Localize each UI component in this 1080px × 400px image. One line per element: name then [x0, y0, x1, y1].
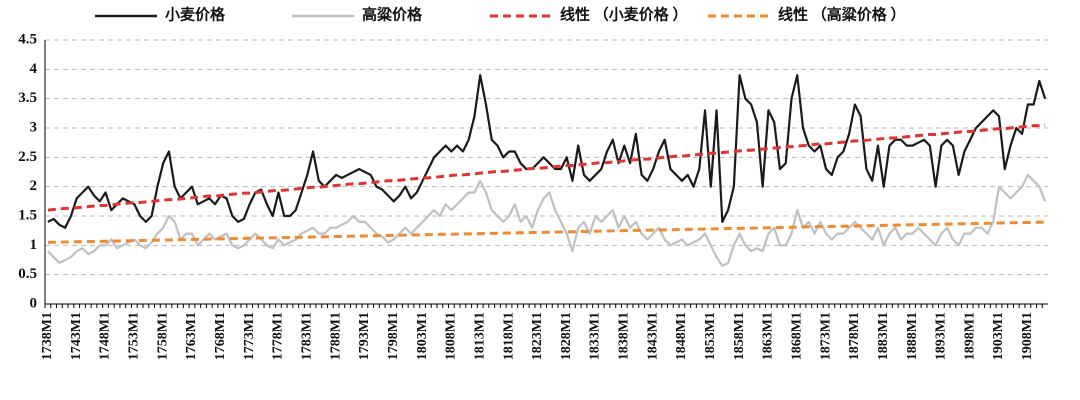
x-tick-label: 1773M1 — [242, 312, 257, 360]
x-tick-label: 1808M1 — [444, 312, 459, 360]
y-tick-label: 2 — [30, 178, 38, 194]
series-line — [47, 220, 1046, 244]
y-tick-label: 4 — [30, 61, 38, 77]
x-tick-label: 1898M1 — [962, 312, 977, 360]
x-tick-label: 1848M1 — [674, 312, 689, 360]
x-tick-label: 1838M1 — [617, 312, 632, 360]
y-tick-label: 4.5 — [18, 31, 37, 47]
x-tick-label: 1863M1 — [761, 312, 776, 360]
x-tick-label: 1853M1 — [703, 312, 718, 360]
x-tick-label: 1903M1 — [991, 312, 1006, 360]
x-tick-label: 1783M1 — [299, 312, 314, 360]
x-tick-label: 1818M1 — [501, 312, 516, 360]
y-tick-label: 1 — [30, 237, 38, 253]
y-tick-label: 2.5 — [18, 149, 37, 165]
legend-label: 小麦价格 — [165, 5, 226, 23]
x-tick-label: 1858M1 — [732, 312, 747, 360]
x-tick-label: 1753M1 — [127, 312, 142, 360]
x-tick-label: 1763M1 — [184, 312, 199, 360]
x-tick-label: 1793M1 — [357, 312, 372, 360]
y-tick-label: 3.5 — [18, 90, 37, 106]
y-tick-label: 3 — [30, 119, 38, 135]
x-tick-label: 1743M1 — [69, 312, 84, 360]
legend-label: 线性 （小麦价格 ） — [560, 5, 688, 23]
x-tick-label: 1803M1 — [415, 312, 430, 360]
y-tick-label: 0.5 — [18, 266, 37, 282]
x-tick-label: 1828M1 — [559, 312, 574, 360]
x-tick-label: 1908M1 — [1020, 312, 1035, 360]
series-line — [47, 173, 1047, 267]
x-tick-label: 1873M1 — [818, 312, 833, 360]
x-tick-label: 1888M1 — [905, 312, 920, 360]
x-tick-label: 1868M1 — [789, 312, 804, 360]
x-tick-label: 1798M1 — [386, 312, 401, 360]
x-tick-label: 1883M1 — [876, 312, 891, 360]
x-tick-label: 1893M1 — [934, 312, 949, 360]
series-line — [47, 74, 1047, 229]
series-line — [47, 123, 1046, 212]
x-tick-label: 1768M1 — [213, 312, 228, 360]
x-tick-label: 1788M1 — [328, 312, 343, 360]
x-tick-label: 1758M1 — [155, 312, 170, 360]
x-tick-label: 1778M1 — [271, 312, 286, 360]
x-tick-label: 1738M1 — [40, 312, 55, 360]
x-tick-label: 1843M1 — [645, 312, 660, 360]
y-tick-label: 0 — [30, 295, 38, 311]
x-tick-label: 1748M1 — [98, 312, 113, 360]
legend-label: 线性 （高粱价格 ） — [778, 5, 906, 23]
y-tick-label: 1.5 — [18, 207, 37, 223]
x-tick-label: 1813M1 — [472, 312, 487, 360]
x-tick-label: 1823M1 — [530, 312, 545, 360]
legend-label: 高粱价格 — [362, 5, 423, 23]
x-tick-label: 1878M1 — [847, 312, 862, 360]
x-tick-label: 1833M1 — [588, 312, 603, 360]
